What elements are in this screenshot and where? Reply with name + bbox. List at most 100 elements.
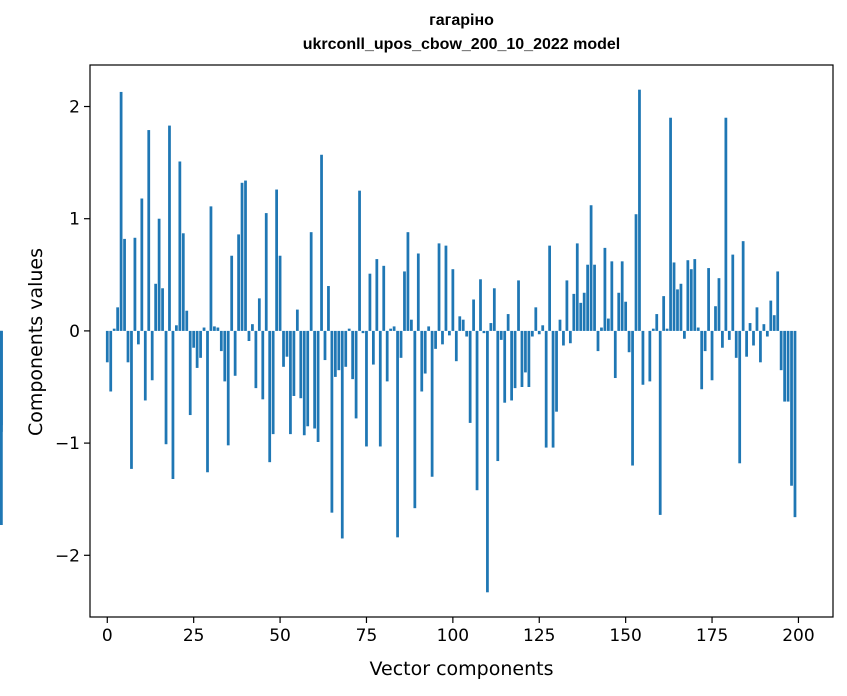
bar-171 [696,327,700,331]
bar-0 [105,330,109,363]
bar-35 [226,330,230,446]
bar-40 [244,180,247,331]
bar-118 [513,330,517,389]
bar-64 [327,286,330,331]
bar-190 [762,324,766,331]
bar-41 [247,330,251,341]
bar-66 [333,330,337,377]
bar-21 [178,161,182,331]
bar-86 [403,271,406,331]
bar-83 [392,326,396,331]
bar-42 [251,324,254,331]
bar-13 [150,330,154,381]
bar-161 [662,296,666,331]
bar-44 [257,298,261,331]
bar-29 [206,330,209,473]
bar-4 [119,91,123,331]
bar-119 [517,280,520,331]
bar-181 [731,254,735,331]
bar-130 [555,330,558,412]
bar-17 [164,330,168,445]
bar-75 [365,330,368,447]
bar-137 [579,302,583,331]
bar-195 [779,330,783,371]
bar-112 [492,288,496,331]
bar-38 [237,234,240,331]
bar-100 [451,269,455,331]
bar-28 [202,327,206,331]
x-axis-ticks: 0 25 50 75 100 125 150 175 200 [102,617,815,646]
chart-title-line-2: ukrconll_upos_cbow_200_10_2022 model [302,36,621,53]
bar-58 [306,330,310,427]
bar-87 [406,232,410,331]
bar-59 [309,232,313,331]
bar-23 [185,310,189,331]
bar-33 [219,330,223,352]
bar-74 [361,330,365,334]
bar-5 [123,238,126,331]
bar-79 [378,330,382,447]
bar-90 [416,253,420,331]
bar-135 [572,293,576,331]
bar-111 [489,323,493,331]
bar-146 [610,261,614,331]
bar-36 [230,255,234,331]
bar-145 [606,318,610,331]
bar-78 [375,259,379,331]
bar-95 [434,330,437,349]
bar-37 [233,330,237,376]
bar-11 [143,330,147,401]
bar-82 [389,328,393,331]
bar-124 [534,307,538,331]
bar-6 [126,330,130,363]
bar-180 [727,330,731,340]
bar-19 [171,330,175,479]
bar-68 [340,330,344,539]
x-tick-label: 200 [782,626,814,646]
bar-188 [755,307,759,331]
bar-98 [444,245,448,331]
bar-193 [772,315,776,331]
bar-22 [181,233,185,331]
bar-84 [396,330,399,538]
bar-133 [565,280,569,331]
bar-168 [686,260,690,331]
bar-48 [271,330,275,435]
bar-197 [786,330,790,402]
bar-50 [278,255,282,331]
bar-31 [213,326,216,331]
bar-43 [254,330,258,389]
bar-109 [482,330,486,334]
chart-title-line-1: гагаріно [429,12,494,29]
bar-70 [347,328,351,331]
bar-53 [289,330,292,435]
bar-51 [282,330,285,367]
bar-165 [676,289,679,331]
plot-area-frame [89,64,834,618]
x-tick-label: 75 [356,626,378,646]
bar-45 [261,330,265,400]
bar-25 [192,330,196,348]
bar-54 [292,330,296,396]
bar-174 [707,268,710,331]
bar-30 [209,206,213,331]
bar-8 [133,237,137,331]
bar-34 [223,330,227,382]
y-tick-label: 0 [69,322,80,342]
bar-160 [658,330,662,515]
bar-88 [410,319,413,331]
bar-32 [216,327,220,331]
bar-117 [510,330,513,401]
bar-170 [693,259,697,331]
x-tick-label: 0 [102,626,113,646]
bar-120 [520,330,524,387]
bar-175 [710,330,714,381]
bar-186 [748,323,752,331]
y-tick-label: 1 [69,210,80,230]
bar-128 [548,245,551,331]
bar-121 [524,330,527,373]
bar-126 [541,325,545,331]
bar-55 [295,309,299,331]
bar-189 [759,330,762,363]
